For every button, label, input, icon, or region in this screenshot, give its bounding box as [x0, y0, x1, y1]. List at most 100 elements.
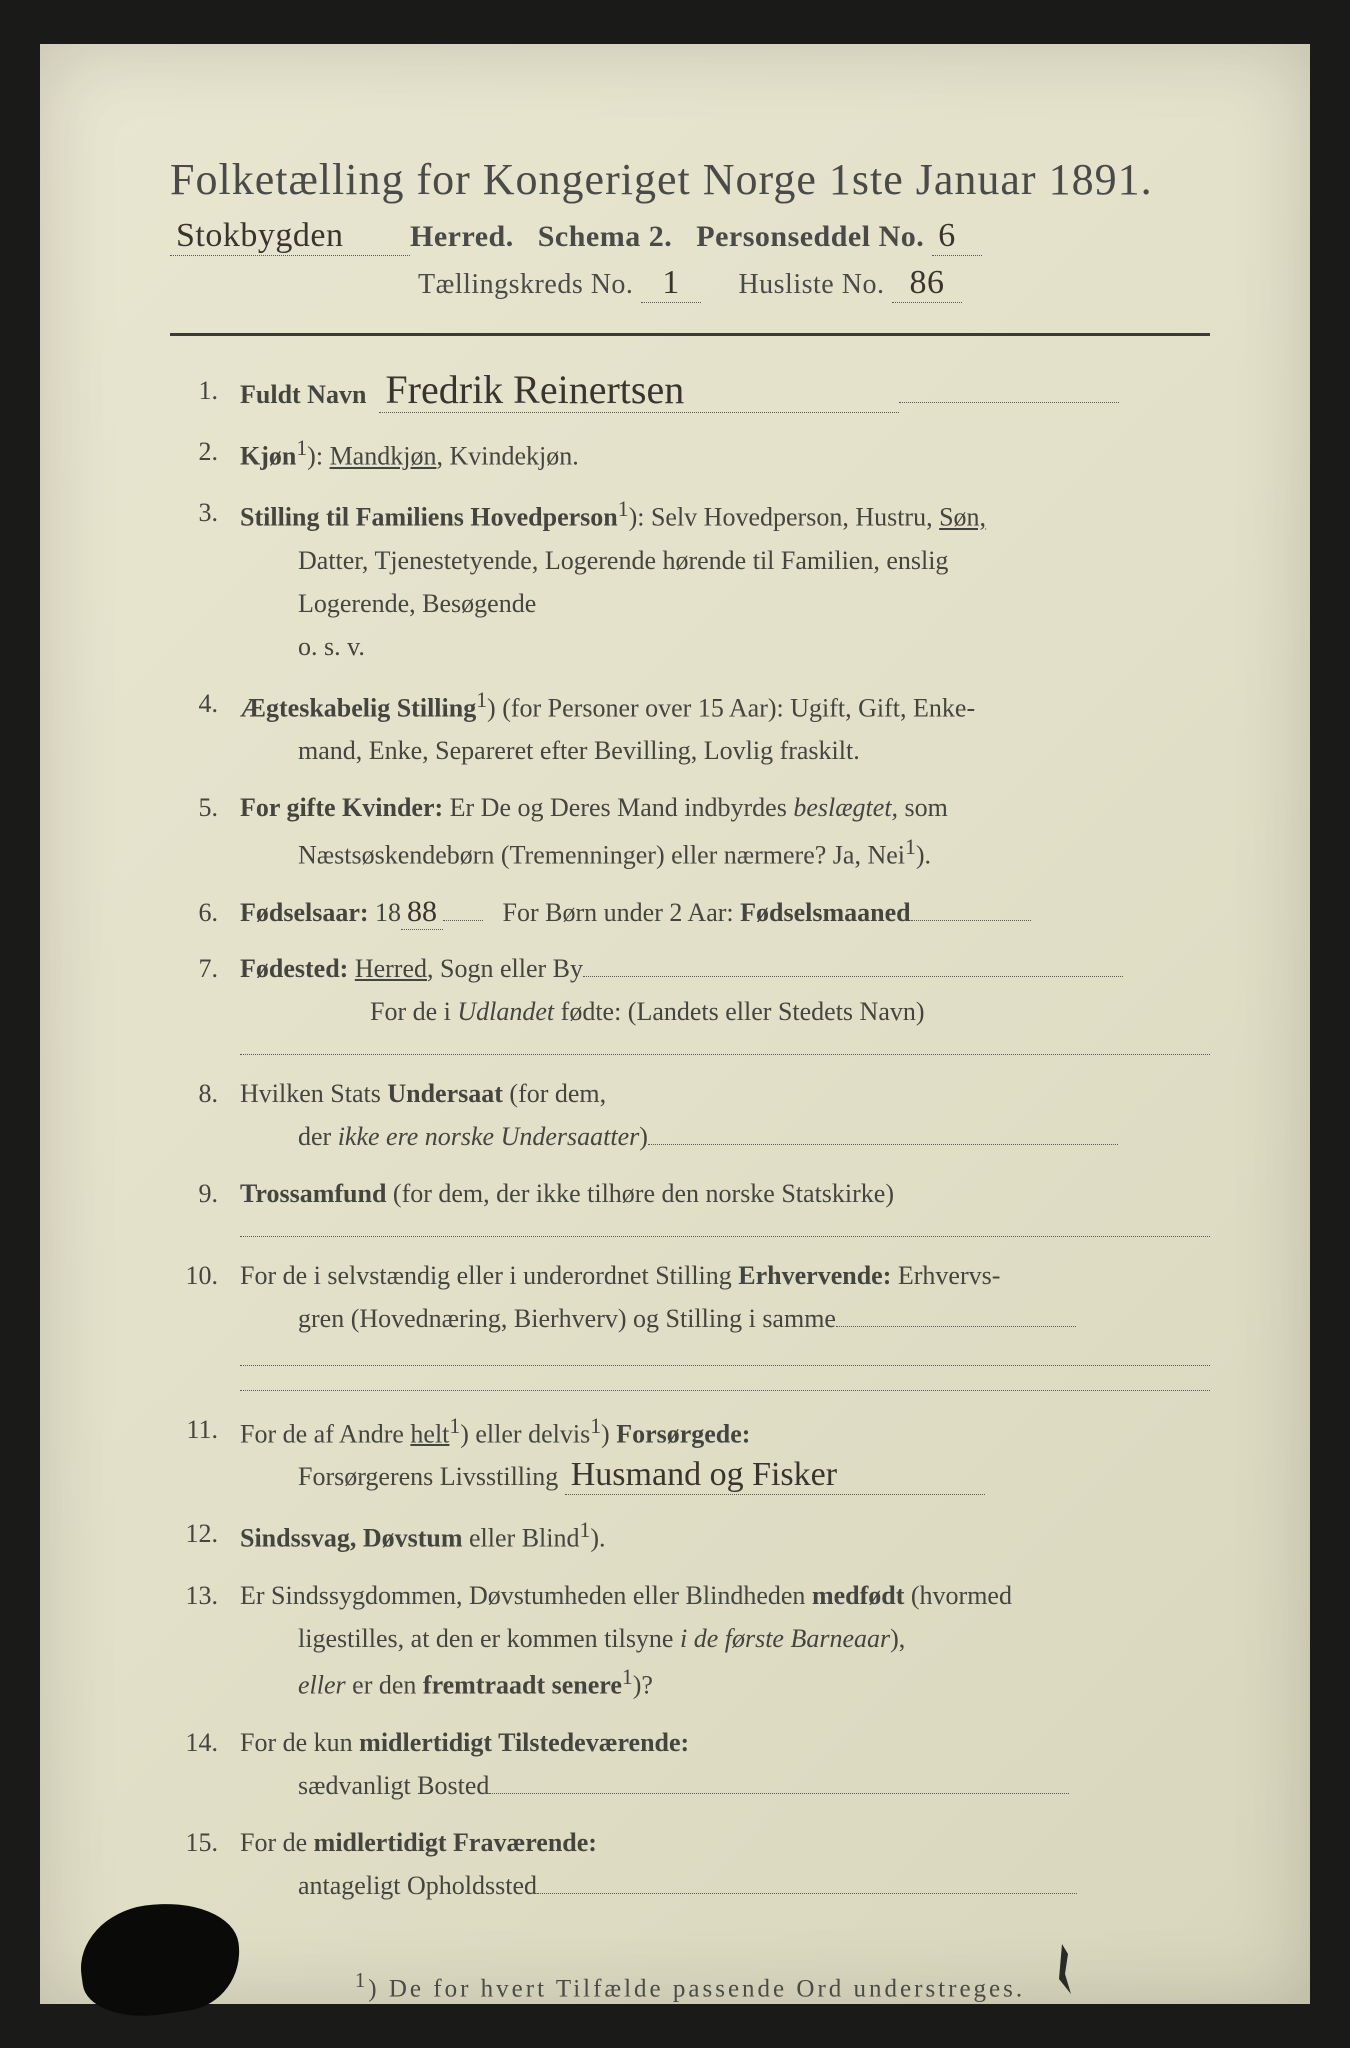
herred-name-handwritten: Stokbygden [170, 219, 410, 256]
q2-sep: , [436, 442, 449, 471]
q6-body: Fødselsaar: 1888 For Børn under 2 Aar: F… [240, 892, 1210, 935]
q7-udlandet: Udlandet [457, 997, 554, 1026]
schema-label: Schema 2. [538, 220, 673, 253]
q6-dot2 [911, 920, 1031, 921]
q15-line2: antageligt Opholdssted [240, 1865, 1210, 1908]
q9-num: 9. [170, 1173, 240, 1237]
q1-num: 1. [170, 370, 240, 417]
q6: 6. Fødselsaar: 1888 For Børn under 2 Aar… [170, 892, 1210, 935]
q6-num: 6. [170, 892, 240, 935]
q8-line1a: Hvilken Stats [240, 1079, 387, 1108]
personseddel-label: Personseddel No. [696, 220, 924, 253]
q8-body: Hvilken Stats Undersaat (for dem, der ik… [240, 1073, 1210, 1159]
q1-label: Fuldt Navn [240, 380, 366, 409]
q7-rest1: , Sogn eller By [427, 954, 583, 983]
q11-forsorgede: Forsørgede: [616, 1419, 750, 1448]
q12-rest: eller Blind [463, 1524, 580, 1553]
q7-body: Fødested: Herred, Sogn eller By For de i… [240, 948, 1210, 1055]
q11-mid: ) eller delvis [460, 1419, 590, 1448]
q8-line2a: der [298, 1122, 338, 1151]
q3-body: Stilling til Familiens Hovedperson1): Se… [240, 492, 1210, 668]
subhead-line-1: StokbygdenHerred. Schema 2. Personseddel… [170, 219, 1210, 256]
q14-line2: sædvanligt Bosted [240, 1765, 1210, 1808]
q5-line2b: ). [916, 841, 931, 870]
q13-eller: eller [298, 1671, 346, 1700]
q10-line2-text: gren (Hovednæring, Bierhverv) og Stillin… [298, 1304, 836, 1333]
q5: 5. For gifte Kvinder: Er De og Deres Man… [170, 787, 1210, 877]
q7-line2b: fødte: (Landets eller Stedets Navn) [554, 997, 924, 1026]
q13-body: Er Sindssygdommen, Døvstumheden eller Bl… [240, 1575, 1210, 1708]
q11-helt: helt [410, 1419, 449, 1448]
q2: 2. Kjøn1): Mandkjøn, Kvindekjøn. [170, 431, 1210, 479]
q8: 8. Hvilken Stats Undersaat (for dem, der… [170, 1073, 1210, 1159]
q2-body: Kjøn1): Mandkjøn, Kvindekjøn. [240, 431, 1210, 479]
q8-ikke: ikke ere norske Undersaatter [338, 1122, 640, 1151]
q7-label: Fødested: [240, 954, 348, 983]
q13-medfodt: medfødt [812, 1581, 904, 1610]
q9-body: Trossamfund (for dem, der ikke tilhøre d… [240, 1173, 1210, 1237]
q4-label: Ægteskabelig Stilling [240, 693, 476, 722]
footnote: 1) De for hvert Tilfælde passende Ord un… [170, 1968, 1210, 2003]
personseddel-no: 6 [932, 219, 982, 256]
q13-line1a: Er Sindssygdommen, Døvstumheden eller Bl… [240, 1581, 812, 1610]
q11-line2: Forsørgerens Livsstilling Husmand og Fis… [240, 1456, 1210, 1499]
q9-rest: (for dem, der ikke tilhøre den norske St… [386, 1179, 894, 1208]
q5-beslaegtet: beslægtet, [793, 793, 898, 822]
q5-body: For gifte Kvinder: Er De og Deres Mand i… [240, 787, 1210, 877]
q4-sup: 1 [476, 688, 487, 712]
q10-line1b: Erhvervs- [891, 1261, 1000, 1290]
q11-line1a: For de af Andre [240, 1419, 410, 1448]
q5-line2a: Næstsøskendebørn (Tremenninger) eller næ… [298, 841, 905, 870]
full-name-value: Fredrik Reinertsen [379, 370, 899, 413]
q11-body: For de af Andre helt1) eller delvis1) Fo… [240, 1409, 1210, 1499]
footnote-text: ) De for hvert Tilfælde passende Ord und… [368, 1975, 1025, 2002]
q6-dot1 [443, 920, 483, 921]
q14-line1a: For de kun [240, 1728, 359, 1757]
q1-dotfill [899, 402, 1119, 403]
q4-body: Ægteskabelig Stilling1) (for Personer ov… [240, 683, 1210, 773]
q1: 1. Fuldt Navn Fredrik Reinertsen [170, 370, 1210, 417]
q11: 11. For de af Andre helt1) eller delvis1… [170, 1409, 1210, 1499]
q13: 13. Er Sindssygdommen, Døvstumheden elle… [170, 1575, 1210, 1708]
q13-line3c: )? [633, 1671, 653, 1700]
q2-sup: 1 [296, 436, 307, 460]
q8-num: 8. [170, 1073, 240, 1159]
q6-rest: For Børn under 2 Aar: [503, 898, 741, 927]
divider [170, 333, 1210, 336]
q14: 14. For de kun midlertidigt Tilstedevære… [170, 1722, 1210, 1808]
q3-line1a: ): Selv Hovedperson, Hustru, [629, 503, 940, 532]
q7-dot2 [240, 1054, 1210, 1055]
q4-num: 4. [170, 683, 240, 773]
q11-num: 11. [170, 1409, 240, 1499]
q2-rest: ): [307, 442, 329, 471]
page-title: Folketælling for Kongeriget Norge 1ste J… [170, 154, 1210, 205]
q13-line3b: er den [346, 1671, 423, 1700]
q2-label: Kjøn [240, 442, 296, 471]
q3-line3: Logerende, Besøgende [240, 583, 1210, 626]
q5-num: 5. [170, 787, 240, 877]
q7-herred: Herred [355, 954, 427, 983]
footnote-sup: 1 [355, 1968, 368, 1992]
q8-line2: der ikke ere norske Undersaatter) [240, 1116, 1210, 1159]
husliste-no: 86 [892, 266, 962, 303]
q10-dot3 [240, 1390, 1210, 1391]
birth-year-value: 88 [401, 897, 443, 930]
q13-sup: 1 [622, 1665, 633, 1689]
q3-son: Søn, [939, 503, 986, 532]
q3-num: 3. [170, 492, 240, 668]
q14-body: For de kun midlertidigt Tilstedeværende:… [240, 1722, 1210, 1808]
q9-label: Trossamfund [240, 1179, 386, 1208]
ink-blot [73, 1893, 247, 2024]
q7-dot1 [583, 976, 1123, 977]
q3-line2: Datter, Tjenestetyende, Logerende hørend… [240, 540, 1210, 583]
q12-end: ). [590, 1524, 605, 1553]
q13-ide: i de første Barneaar [680, 1624, 890, 1653]
q12: 12. Sindssvag, Døvstum eller Blind1). [170, 1513, 1210, 1561]
subhead-line-2: Tællingskreds No. 1 Husliste No. 86 [170, 266, 1210, 303]
q12-body: Sindssvag, Døvstum eller Blind1). [240, 1513, 1210, 1561]
q6-label: Fødselsaar: [240, 898, 369, 927]
q7: 7. Fødested: Herred, Sogn eller By For d… [170, 948, 1210, 1055]
q2-num: 2. [170, 431, 240, 479]
q15-body: For de midlertidigt Fraværende: antageli… [240, 1822, 1210, 1908]
q7-num: 7. [170, 948, 240, 1055]
